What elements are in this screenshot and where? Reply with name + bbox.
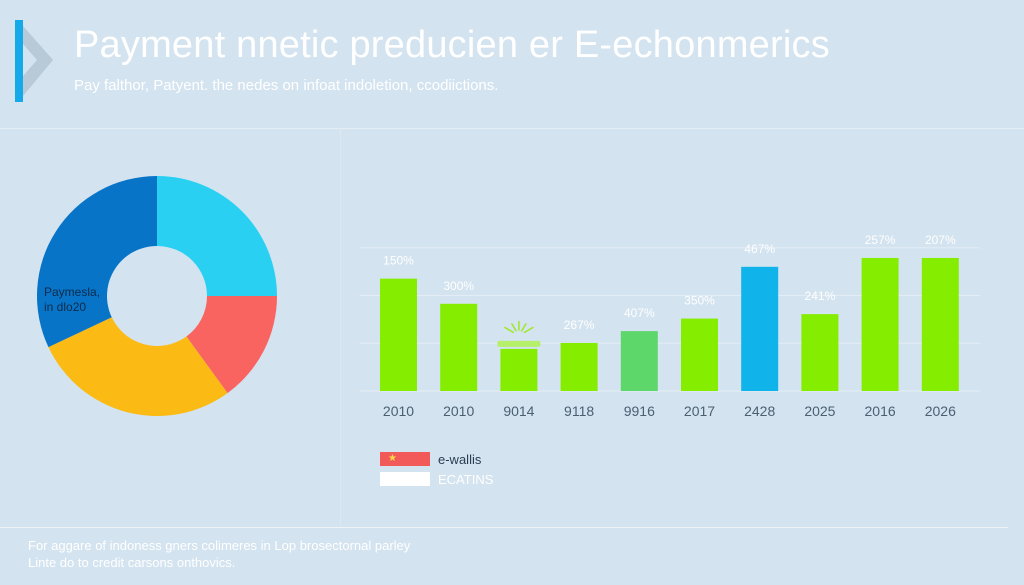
donut-slice xyxy=(186,296,277,394)
tick-label: 2017 xyxy=(684,403,715,419)
data-label: 207% xyxy=(925,233,956,247)
tick-label: 9916 xyxy=(624,403,655,419)
legend-item-ecatins: ECATINS xyxy=(380,469,493,489)
bar xyxy=(440,303,478,391)
bar xyxy=(380,278,417,391)
bar xyxy=(681,318,718,391)
legend-label: ECATINS xyxy=(438,471,494,487)
legend-swatch-red: ★ xyxy=(380,452,430,466)
data-label: 350% xyxy=(684,294,715,308)
header-divider xyxy=(0,128,1024,129)
data-label: 407% xyxy=(624,306,655,320)
bar xyxy=(861,257,899,391)
panel-divider xyxy=(340,128,341,526)
star-icon: ★ xyxy=(388,453,397,464)
tick-label: 9118 xyxy=(564,403,594,419)
bar xyxy=(500,348,538,391)
bar xyxy=(921,257,959,391)
data-label: 241% xyxy=(805,289,836,303)
donut-label-line-2: in dlo20 xyxy=(44,300,87,314)
legend-item-e-wallis: ★ e-wallis xyxy=(380,449,493,469)
data-label: 467% xyxy=(744,242,775,256)
footer-line-2: Linte do to credit carsons onthovics. xyxy=(28,555,236,570)
legend-label: e-wallis xyxy=(438,451,482,467)
tick-label: 2016 xyxy=(865,403,896,419)
tick-label: 2025 xyxy=(804,403,835,419)
tick-label: 9014 xyxy=(503,403,534,419)
tick-label: 2026 xyxy=(925,403,956,419)
chart-legend: ★ e-wallis ECATINS xyxy=(380,449,493,489)
page-title: Payment nnetic preducien er E-echonmeric… xyxy=(74,24,830,66)
footer-divider xyxy=(0,527,1008,528)
footer-line-1: For aggare of indoness gners colimeres i… xyxy=(28,538,411,553)
page-subtitle: Pay falthor, Patyent. the nedes on infoa… xyxy=(74,77,499,94)
footer-note: For aggare of indoness gners colimeres i… xyxy=(28,537,410,571)
donut-label: Paymesla, in dlo20 xyxy=(44,285,100,315)
tick-label: 2010 xyxy=(383,403,414,419)
donut-slice xyxy=(36,176,157,348)
brand-logo-icon xyxy=(15,20,53,102)
tick-label: 2428 xyxy=(744,403,775,419)
bar-highlight-cap xyxy=(497,340,541,347)
bar-chart: 150% 2010 300% 2010 9014 267% 9118 407% 9916 350%… xyxy=(360,233,980,419)
donut-slice xyxy=(48,317,228,416)
bar xyxy=(801,314,839,391)
donut-slice xyxy=(157,176,277,296)
bar xyxy=(620,331,658,391)
legend-swatch-white xyxy=(380,472,430,486)
data-label: 267% xyxy=(564,318,595,332)
donut-chart xyxy=(36,176,277,416)
bar xyxy=(741,266,779,391)
spark-icon xyxy=(504,320,534,334)
data-label: 150% xyxy=(383,254,414,268)
data-label: 300% xyxy=(443,279,474,293)
data-label: 257% xyxy=(865,233,896,247)
donut-label-line-1: Paymesla, xyxy=(44,285,101,299)
tick-label: 2010 xyxy=(443,403,474,419)
bar xyxy=(560,342,598,391)
